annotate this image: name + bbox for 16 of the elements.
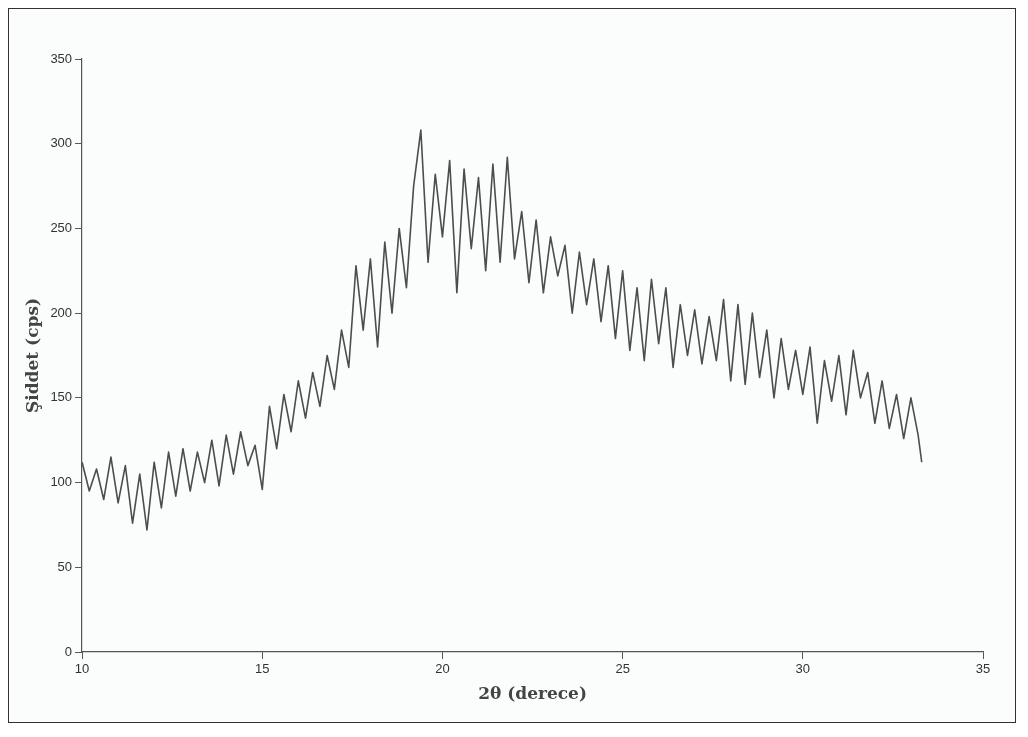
x-tick-label: 35 — [975, 661, 991, 677]
x-axis-title: 2θ (derece) — [478, 683, 587, 704]
y-tick-label: 150 — [50, 389, 73, 405]
x-tick-label: 20 — [435, 661, 450, 677]
x-tick-label: 10 — [74, 661, 90, 677]
y-tick-label: 350 — [50, 50, 73, 66]
y-tick-label: 250 — [50, 220, 73, 236]
x-tick-label: 25 — [615, 661, 630, 677]
y-tick-label: 200 — [50, 304, 73, 320]
y-tick-label: 50 — [57, 558, 73, 574]
x-tick-label: 30 — [795, 661, 811, 677]
y-tick-label: 300 — [50, 135, 73, 151]
y-axis-title: Şiddet (cps) — [21, 298, 42, 413]
y-tick-label: 100 — [50, 474, 73, 490]
y-tick-label: 0 — [64, 643, 73, 659]
x-tick-label: 15 — [255, 661, 270, 677]
